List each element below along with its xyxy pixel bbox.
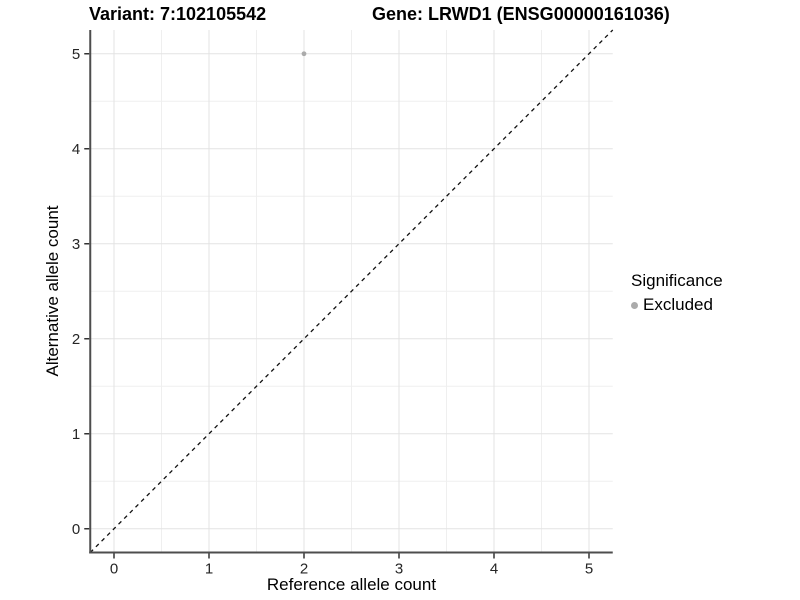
x-tick-label: 1	[205, 561, 213, 578]
x-tick-label: 5	[585, 561, 593, 578]
y-tick-label: 0	[72, 521, 80, 538]
identity-dashed-line	[89, 29, 614, 553]
legend-entry-label: Excluded	[643, 295, 713, 314]
excluded-point-icon	[631, 301, 638, 309]
x-tick-label: 4	[490, 561, 498, 578]
legend-entry: Excluded	[631, 295, 723, 315]
legend: Significance Excluded	[631, 271, 723, 315]
plot-title-variant: Variant: 7:102105542	[89, 4, 267, 24]
data-point	[301, 51, 307, 57]
legend-title: Significance	[631, 271, 723, 290]
plot-title-gene: Gene: LRWD1 (ENSG00000161036)	[372, 4, 670, 24]
x-tick-label: 3	[395, 561, 403, 578]
y-tick-label: 5	[72, 46, 80, 63]
x-tick-label: 2	[300, 561, 308, 578]
x-axis-title: Reference allele count	[266, 575, 437, 594]
y-tick-label: 3	[72, 236, 80, 253]
y-axis-title: Alternative allele count	[43, 205, 62, 377]
y-tick-label: 4	[72, 141, 80, 158]
y-tick-label: 1	[72, 426, 80, 443]
y-tick-label: 2	[72, 331, 80, 348]
x-tick-label: 0	[110, 561, 118, 578]
